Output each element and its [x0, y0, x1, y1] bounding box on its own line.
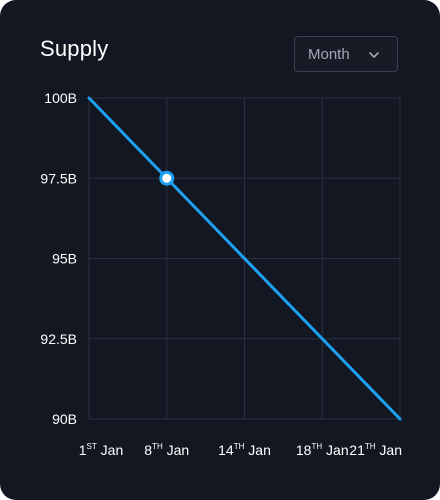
y-tick-label: 97.5B [40, 170, 77, 186]
chevron-down-icon [369, 52, 379, 58]
period-dropdown-value: Month [308, 45, 350, 63]
x-tick-suffix: TH [152, 442, 163, 451]
x-tick-month: Jan [163, 442, 189, 458]
chart-series [87, 96, 402, 421]
x-tick-label: 8TH Jan [144, 442, 189, 458]
x-tick-label: 21TH Jan [349, 442, 402, 458]
y-tick-label: 90B [52, 411, 77, 427]
series-line [87, 96, 402, 421]
x-tick-label: 18TH Jan [296, 442, 349, 458]
y-tick-label: 100B [44, 90, 77, 106]
y-axis-labels: 100B 97.5B 95B 92.5B 90B [40, 90, 77, 427]
x-axis-labels: 1ST Jan 8TH Jan 14TH Jan 18TH Jan 21TH Jan [79, 442, 402, 458]
x-tick-label: 14TH Jan [218, 442, 271, 458]
x-tick-day: 18 [296, 442, 312, 458]
x-tick-month: Jan [322, 442, 348, 458]
x-tick-suffix: ST [87, 442, 97, 451]
period-dropdown[interactable]: Month [294, 36, 398, 72]
highlight-point[interactable] [159, 170, 175, 186]
x-tick-day: 1 [79, 442, 87, 458]
y-tick-label: 95B [52, 251, 77, 267]
x-tick-suffix: TH [365, 442, 376, 451]
x-tick-day: 8 [144, 442, 152, 458]
y-tick-label: 92.5B [40, 331, 77, 347]
x-tick-label: 1ST Jan [79, 442, 124, 458]
x-tick-day: 21 [349, 442, 365, 458]
x-tick-month: Jan [97, 442, 123, 458]
x-tick-suffix: TH [234, 442, 245, 451]
x-tick-day: 14 [218, 442, 234, 458]
page-title: Supply [40, 36, 109, 61]
x-tick-suffix: TH [311, 442, 322, 451]
x-tick-month: Jan [244, 442, 270, 458]
x-tick-month: Jan [376, 442, 402, 458]
